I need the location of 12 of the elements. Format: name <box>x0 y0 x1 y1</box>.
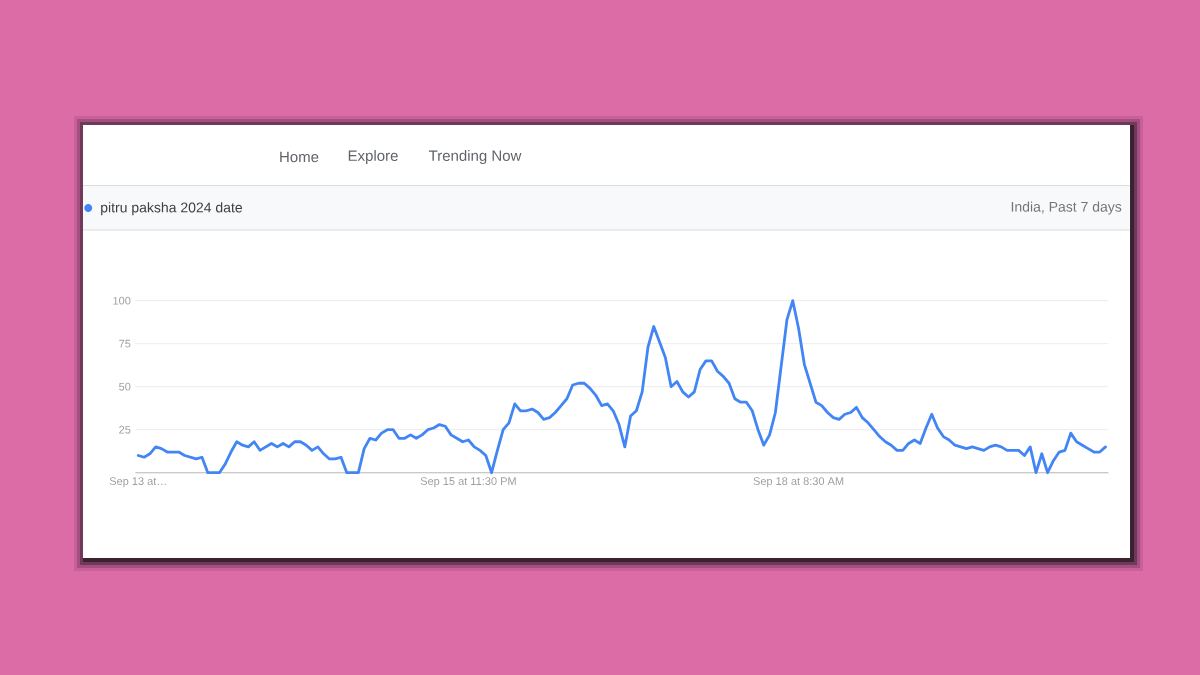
y-tick-label: 25 <box>119 425 131 434</box>
text: Home <box>280 151 319 163</box>
legend-label: pitru paksha 2024 date <box>101 202 243 216</box>
x-tick-label: Sep 15 at 11:30 PM <box>420 477 516 488</box>
text: Explore <box>348 150 398 164</box>
y-tick-label: 50 <box>119 382 131 391</box>
y-tick-label: 75 <box>119 339 131 348</box>
y-tick-label: 100 <box>113 296 131 305</box>
text: Trending Now <box>428 150 522 164</box>
x-tick-label: Sep 18 at 8:30 AM <box>753 477 844 488</box>
x-tick-label: Sep 13 at… <box>109 477 166 488</box>
chart-subtitle: India, Past 7 days <box>1011 201 1122 215</box>
